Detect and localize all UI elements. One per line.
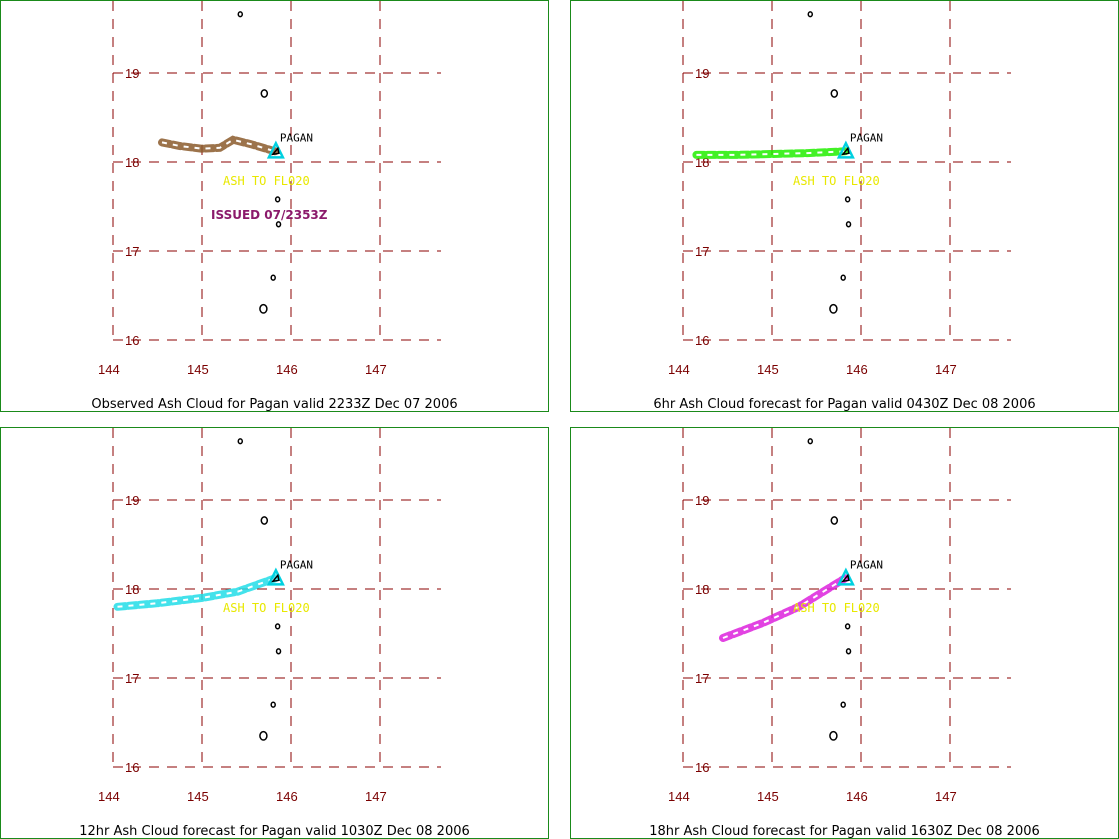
island-pagan [271, 573, 280, 583]
latitude-label: 17 [125, 244, 139, 259]
panel-caption: 6hr Ash Cloud forecast for Pagan valid 0… [653, 397, 1036, 412]
island-alamagan [274, 623, 281, 630]
longitude-label: 147 [935, 789, 957, 804]
lat-lon-grid [682, 1, 1011, 341]
island-asuncion [260, 516, 269, 525]
latitude-label: 17 [125, 671, 139, 686]
lat-lon-grid [112, 1, 441, 341]
longitude-label: 147 [365, 789, 387, 804]
longitude-label: 144 [98, 789, 120, 804]
ash-cloud-hatch [117, 577, 276, 608]
volcano-name-label: PAGAN [850, 131, 883, 144]
issued-time-label: ISSUED 07/2353Z [211, 208, 328, 222]
volcano-name-label: PAGAN [280, 558, 313, 571]
island-asuncion [830, 516, 839, 525]
longitude-label: 147 [935, 362, 957, 377]
island-anatahan [259, 303, 268, 314]
longitude-label: 146 [276, 362, 298, 377]
island-alamagan [844, 196, 851, 203]
lat-lon-grid [682, 428, 1011, 768]
panel-observed: 19 18 17 16 144 145 146 147 PAGAN ASH TO FL020 ISS… [0, 0, 549, 412]
panel-caption: 12hr Ash Cloud forecast for Pagan valid … [79, 824, 470, 839]
volcano-marker-icon [266, 567, 285, 586]
island-pagan [841, 573, 850, 583]
island-farallon [807, 11, 814, 18]
latitude-label: 18 [695, 582, 709, 597]
volcano-name-label: PAGAN [850, 558, 883, 571]
island-sarigan [840, 701, 846, 708]
longitude-label: 144 [668, 789, 690, 804]
longitude-label: 144 [668, 362, 690, 377]
volcano-marker-icon [836, 140, 855, 159]
longitude-label: 145 [187, 362, 209, 377]
ash-cloud [113, 574, 279, 611]
ash-cloud [692, 147, 849, 159]
latitude-label: 17 [695, 671, 709, 686]
panel-12hr-forecast: 19 18 17 16 144 145 146 147 PAGAN ASH TO FL020 12… [0, 427, 549, 839]
latitude-label: 19 [125, 66, 139, 81]
island-farallon [237, 438, 244, 445]
volcano-marker-icon [836, 567, 855, 586]
ash-cloud-hatch [696, 150, 846, 156]
longitude-label: 145 [757, 789, 779, 804]
panel-6hr-forecast: 19 18 17 16 144 145 146 147 PAGAN ASH TO FL020 6h… [570, 0, 1119, 412]
ash-cloud-band [719, 574, 849, 642]
island-guguan [845, 221, 852, 228]
latitude-label: 19 [125, 493, 139, 508]
latitude-label: 16 [695, 333, 709, 348]
island-sarigan [270, 701, 276, 708]
ash-cloud [719, 574, 849, 642]
island-sarigan [270, 274, 276, 281]
longitude-label: 147 [365, 362, 387, 377]
island-alamagan [274, 196, 281, 203]
longitude-label: 146 [846, 362, 868, 377]
latitude-label: 16 [125, 333, 139, 348]
ash-map: 19 18 17 16 144 145 146 147 PAGAN ASH TO FL020 ISS… [98, 1, 441, 377]
island-sarigan [840, 274, 846, 281]
ash-map: 19 18 17 16 144 145 146 147 PAGAN ASH TO FL020 [98, 428, 441, 804]
ash-height-label: ASH TO FL020 [793, 601, 880, 615]
island-guguan [845, 648, 852, 655]
ash-height-label: ASH TO FL020 [223, 601, 310, 615]
lat-lon-grid [112, 428, 441, 768]
latitude-label: 16 [695, 760, 709, 775]
panel-18hr-forecast: 19 18 17 16 144 145 146 147 PAGAN ASH TO FL020 18… [570, 427, 1119, 839]
island-asuncion [260, 89, 269, 98]
longitude-label: 145 [187, 789, 209, 804]
island-alamagan [844, 623, 851, 630]
island-anatahan [829, 303, 838, 314]
panel-caption: Observed Ash Cloud for Pagan valid 2233Z… [91, 397, 458, 412]
volcano-marker-icon [266, 140, 285, 159]
ash-map: 19 18 17 16 144 145 146 147 PAGAN ASH TO FL020 [668, 428, 1011, 804]
island-anatahan [259, 730, 268, 741]
latitude-label: 18 [125, 582, 139, 597]
latitude-label: 16 [125, 760, 139, 775]
island-farallon [237, 11, 244, 18]
island-farallon [807, 438, 814, 445]
island-guguan [275, 648, 282, 655]
island-asuncion [830, 89, 839, 98]
island-guguan [275, 221, 282, 228]
ash-cloud-hatch [161, 138, 276, 153]
latitude-label: 17 [695, 244, 709, 259]
ash-height-label: ASH TO FL020 [793, 174, 880, 188]
panel-caption: 18hr Ash Cloud forecast for Pagan valid … [649, 824, 1040, 839]
ash-height-label: ASH TO FL020 [223, 174, 310, 188]
longitude-label: 144 [98, 362, 120, 377]
latitude-label: 19 [695, 493, 709, 508]
longitude-label: 146 [276, 789, 298, 804]
longitude-label: 146 [846, 789, 868, 804]
latitude-label: 18 [125, 155, 139, 170]
island-anatahan [829, 730, 838, 741]
volcano-name-label: PAGAN [280, 131, 313, 144]
island-pagan [271, 146, 280, 156]
island-pagan [841, 146, 850, 156]
latitude-label: 19 [695, 66, 709, 81]
longitude-label: 145 [757, 362, 779, 377]
ash-cloud [158, 135, 279, 156]
